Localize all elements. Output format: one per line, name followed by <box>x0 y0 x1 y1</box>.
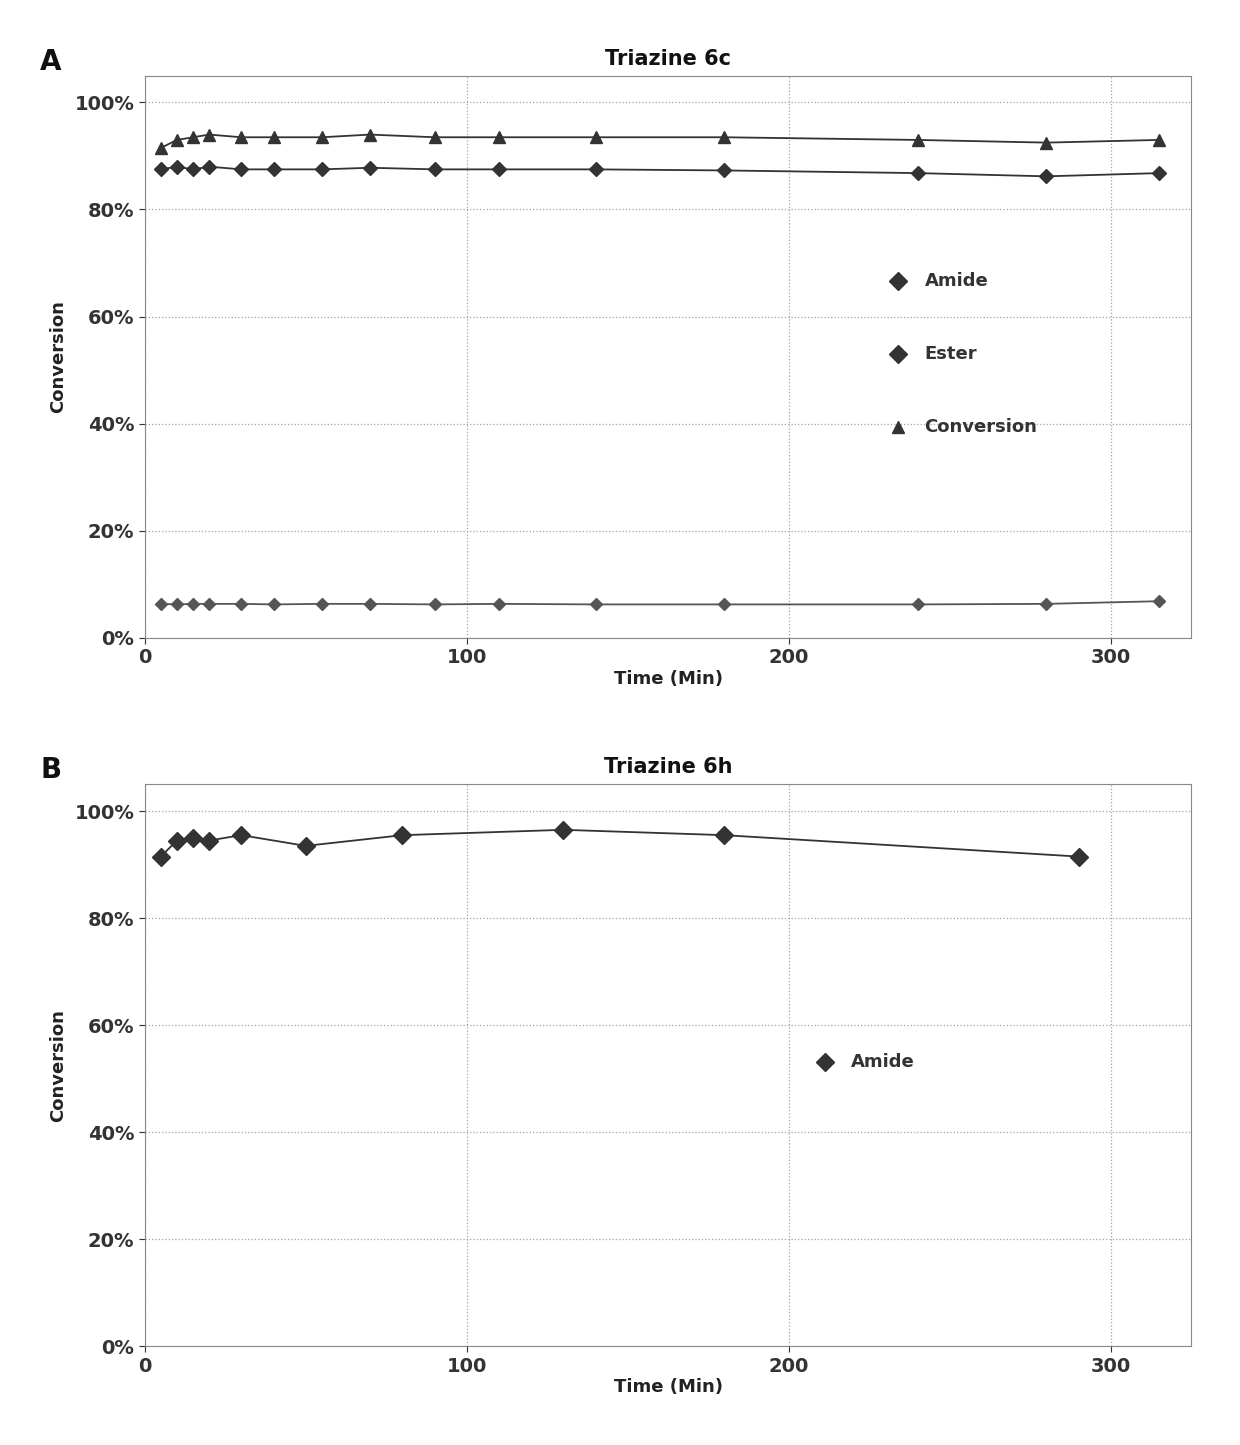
Text: Amide: Amide <box>851 1053 915 1071</box>
Text: Ester: Ester <box>925 345 977 363</box>
Title: Triazine 6c: Triazine 6c <box>605 49 732 68</box>
Y-axis label: Conversion: Conversion <box>50 1009 67 1121</box>
X-axis label: Time (Min): Time (Min) <box>614 1379 723 1396</box>
Y-axis label: Conversion: Conversion <box>50 301 67 413</box>
Text: B: B <box>40 756 61 785</box>
Title: Triazine 6h: Triazine 6h <box>604 757 733 777</box>
Text: Conversion: Conversion <box>925 418 1038 436</box>
Text: Amide: Amide <box>925 272 988 290</box>
X-axis label: Time (Min): Time (Min) <box>614 670 723 688</box>
Text: A: A <box>40 48 62 75</box>
